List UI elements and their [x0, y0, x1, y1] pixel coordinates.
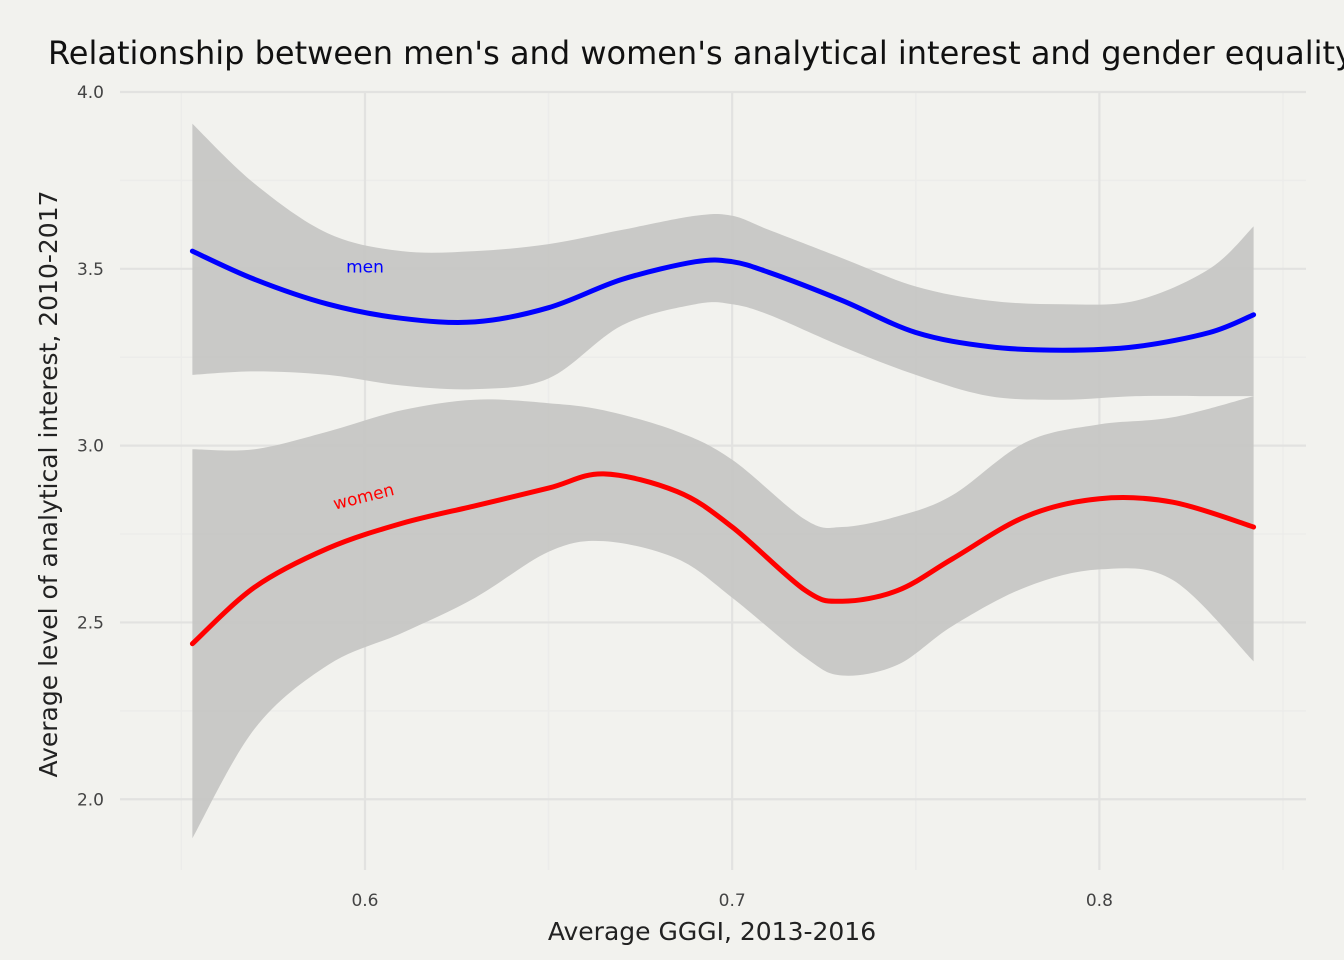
smoothed-line-women: [189, 471, 1257, 647]
smoothed-lines: [189, 248, 1257, 647]
confidence-ribbons: [192, 123, 1254, 839]
chart-title: Relationship between men's and women's a…: [48, 34, 1344, 72]
y-tick-label: 2.0: [77, 790, 104, 810]
y-axis-title: Average level of analytical interest, 20…: [34, 190, 63, 777]
smoothed-line-men: [189, 248, 1257, 353]
x-tick-label: 0.7: [719, 891, 746, 911]
x-tick-labels: 0.6 0.7 0.8: [351, 891, 1112, 911]
y-tick-label: 4.0: [77, 83, 104, 103]
y-tick-label: 3.0: [77, 437, 104, 457]
x-axis-title: Average GGGI, 2013-2016: [548, 917, 876, 946]
y-tick-label: 3.5: [77, 260, 104, 280]
series-label-men: men: [346, 257, 384, 277]
confidence-band-women: [192, 396, 1254, 839]
y-tick-labels: 2.0 2.5 3.0 3.5 4.0: [77, 83, 104, 810]
x-tick-label: 0.6: [351, 891, 378, 911]
y-tick-label: 2.5: [77, 613, 104, 633]
x-tick-label: 0.8: [1086, 891, 1113, 911]
